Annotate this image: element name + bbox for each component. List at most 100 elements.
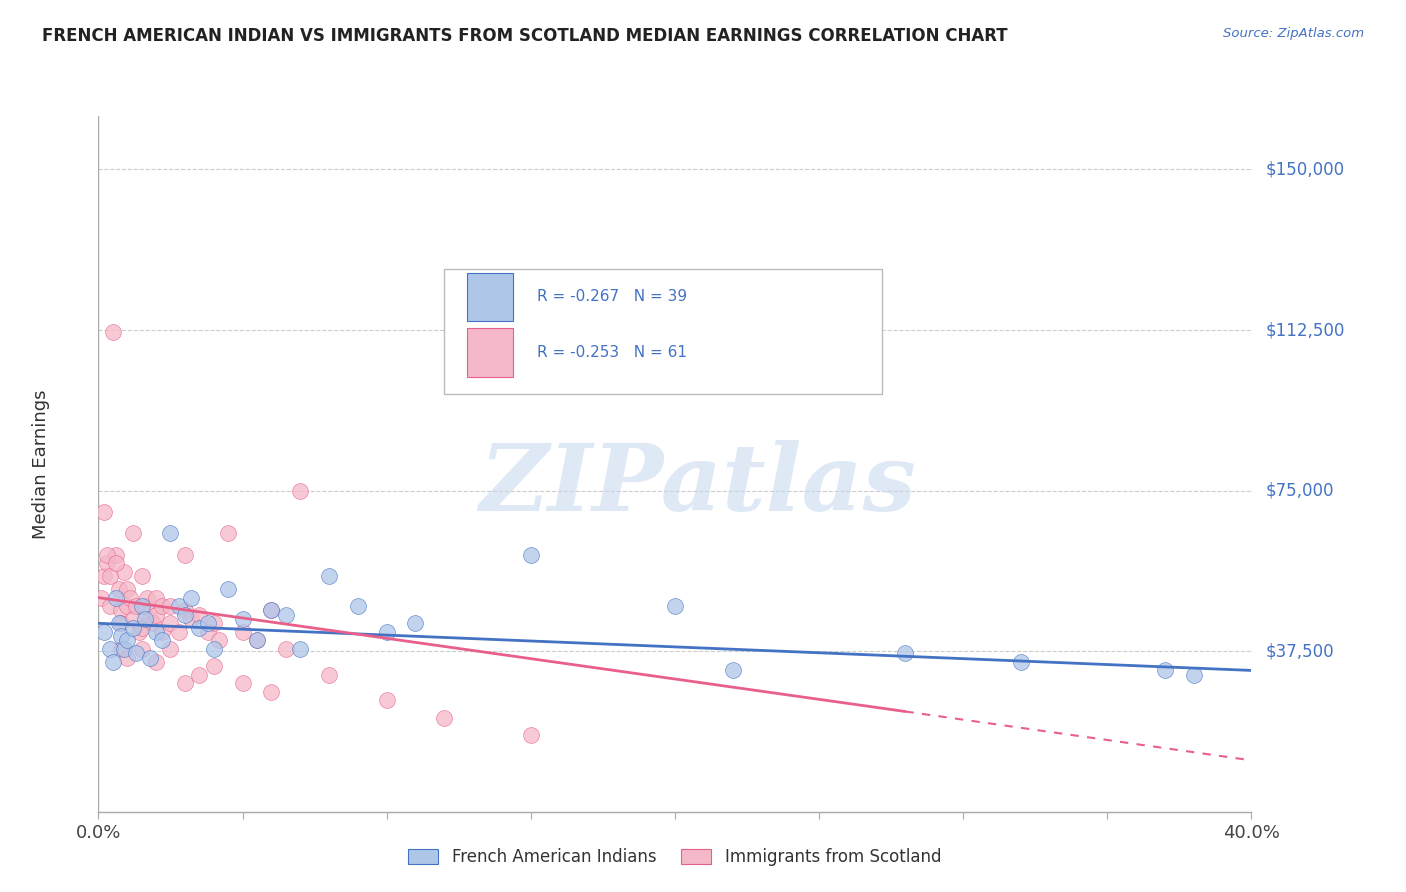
Point (145, 591, 167, 605)
Point (290, 483, 312, 498)
Text: Source: ZipAtlas.com: Source: ZipAtlas.com (1223, 27, 1364, 40)
Point (110, 616, 132, 631)
Point (122, 526, 145, 541)
FancyBboxPatch shape (467, 273, 513, 321)
Point (134, 612, 156, 626)
Point (260, 685, 283, 699)
Point (318, 667, 340, 681)
Text: ZIPatlas: ZIPatlas (479, 440, 917, 530)
Point (217, 582, 239, 596)
Point (104, 548, 127, 562)
Point (122, 612, 145, 626)
Point (110, 642, 132, 657)
Point (894, 646, 917, 660)
Point (145, 655, 167, 669)
Point (117, 650, 138, 665)
Point (1153, 664, 1175, 678)
Point (260, 603, 283, 617)
Point (98, 599, 121, 614)
Point (159, 599, 181, 614)
Point (664, 599, 686, 614)
Point (159, 526, 181, 541)
Point (131, 569, 153, 583)
Legend: French American Indians, Immigrants from Scotland: French American Indians, Immigrants from… (402, 842, 948, 873)
Point (188, 667, 211, 681)
Point (375, 693, 398, 707)
Point (93, 624, 115, 639)
Point (110, 629, 132, 643)
Point (101, 325, 124, 339)
Point (274, 607, 297, 622)
Point (174, 676, 197, 690)
Point (136, 591, 159, 605)
Point (125, 646, 148, 660)
Point (107, 616, 129, 631)
Point (180, 612, 202, 626)
Point (150, 599, 173, 614)
Point (128, 624, 150, 639)
Point (202, 616, 225, 631)
Point (104, 557, 127, 571)
Point (721, 664, 744, 678)
Point (125, 599, 148, 614)
Point (202, 659, 225, 673)
Point (142, 616, 165, 631)
Point (246, 633, 269, 648)
Point (174, 607, 197, 622)
Point (188, 607, 211, 622)
Point (520, 548, 543, 562)
Point (1010, 655, 1032, 669)
Point (202, 642, 225, 657)
Point (150, 633, 173, 648)
Text: FRENCH AMERICAN INDIAN VS IMMIGRANTS FROM SCOTLAND MEDIAN EARNINGS CORRELATION C: FRENCH AMERICAN INDIAN VS IMMIGRANTS FRO… (42, 27, 1008, 45)
Text: $37,500: $37,500 (1265, 642, 1334, 660)
Point (117, 633, 138, 648)
Point (104, 591, 127, 605)
Point (231, 612, 254, 626)
Point (112, 565, 135, 579)
Point (98, 642, 121, 657)
Point (98, 569, 121, 583)
Point (520, 728, 543, 742)
Text: $150,000: $150,000 (1265, 161, 1346, 178)
Point (93, 569, 115, 583)
Point (231, 624, 254, 639)
Point (274, 642, 297, 657)
Point (231, 676, 254, 690)
Point (290, 642, 312, 657)
Point (318, 569, 340, 583)
Point (112, 642, 135, 657)
Point (93, 505, 115, 519)
Point (174, 548, 197, 562)
FancyBboxPatch shape (467, 328, 513, 376)
Point (150, 624, 173, 639)
Point (167, 599, 190, 614)
Point (159, 642, 181, 657)
Point (375, 624, 398, 639)
Point (117, 582, 138, 596)
Point (134, 599, 156, 614)
Point (139, 612, 162, 626)
Text: $112,500: $112,500 (1265, 321, 1346, 339)
Point (145, 607, 167, 622)
Point (96, 557, 118, 571)
Point (101, 655, 124, 669)
Point (145, 624, 167, 639)
Point (1182, 667, 1205, 681)
Point (260, 603, 283, 617)
Point (208, 633, 231, 648)
Point (90, 591, 112, 605)
Point (131, 642, 153, 657)
Point (96, 548, 118, 562)
Point (188, 621, 211, 635)
Point (120, 591, 142, 605)
Text: R = -0.253   N = 61: R = -0.253 N = 61 (537, 345, 686, 360)
Point (107, 582, 129, 596)
Point (174, 603, 197, 617)
Point (197, 624, 219, 639)
Point (246, 633, 269, 648)
FancyBboxPatch shape (444, 269, 883, 394)
Point (159, 616, 181, 631)
Point (131, 621, 153, 635)
Point (217, 526, 239, 541)
